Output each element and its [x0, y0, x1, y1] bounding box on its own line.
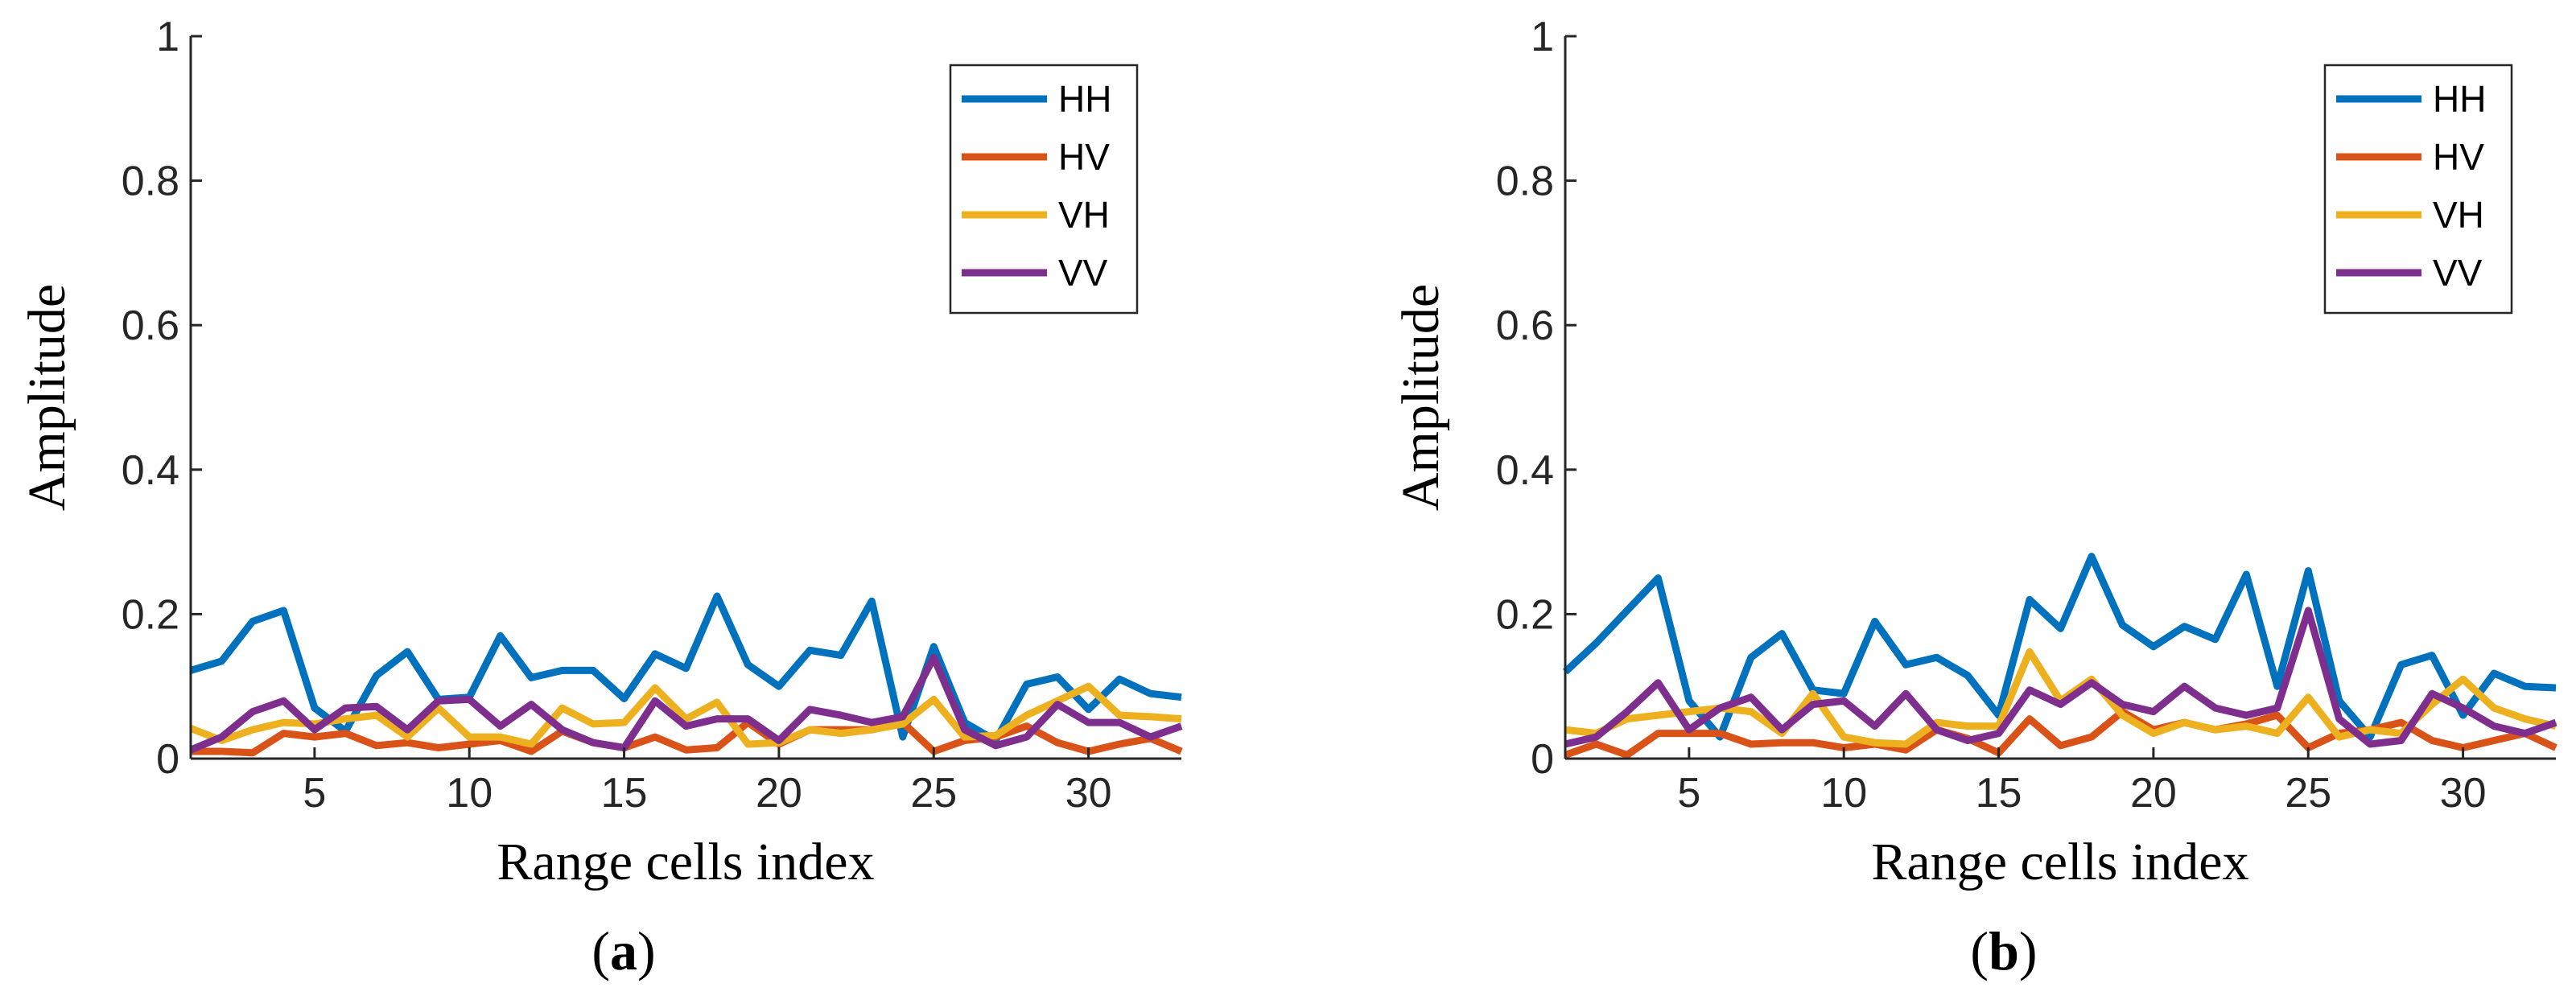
x-tick-label: 20	[2130, 770, 2177, 817]
x-tick-label: 5	[303, 770, 326, 817]
x-axis-label: Range cells index	[1871, 833, 2248, 891]
ticks: 5 10 15 20 25 30 0 0.2 0.4 0.6 0.8 1	[122, 14, 1112, 817]
axes	[1564, 36, 2556, 760]
y-tick-label: 0.4	[1496, 447, 1554, 494]
legend-label-hh: HH	[2433, 78, 2486, 120]
chart-panel-b: 5 10 15 20 25 30 0 0.2 0.4 0.6 0.8 1 Range cells in…	[1391, 14, 2557, 981]
series-line-hv	[1564, 708, 2557, 759]
series-lines	[189, 592, 1183, 757]
legend-label-vv: VV	[1058, 252, 1108, 294]
y-tick-label: 0.4	[122, 447, 179, 494]
legend-label-hv: HV	[2433, 136, 2484, 178]
y-tick-label: 0.6	[1496, 302, 1554, 349]
y-tick-label: 1	[1531, 14, 1554, 60]
x-tick-label: 30	[1065, 770, 1112, 817]
series-lines	[1562, 553, 2557, 759]
y-tick-label: 0	[1531, 736, 1554, 783]
panel-label-a: (a)	[591, 920, 655, 981]
legend-label-hv: HV	[1058, 136, 1110, 178]
y-tick-label: 0.2	[122, 591, 179, 638]
x-tick-label: 15	[601, 770, 648, 817]
legend-label-hh: HH	[1058, 78, 1111, 120]
y-axis-label: Amplitude	[1391, 284, 1450, 511]
x-tick-label: 5	[1677, 770, 1700, 817]
legend-label-vh: VH	[2433, 194, 2484, 236]
y-tick-label: 1	[156, 14, 179, 60]
legend-label-vv: VV	[2433, 252, 2483, 294]
x-tick-label: 15	[1976, 770, 2022, 817]
series-line-hv	[191, 718, 1183, 757]
series-line-vh	[189, 682, 1182, 748]
legend: HH HV VH VV	[949, 64, 1139, 315]
series-line-vv	[189, 653, 1183, 754]
y-tick-label: 0.8	[122, 158, 179, 205]
x-tick-label: 25	[910, 770, 957, 817]
x-tick-label: 30	[2440, 770, 2487, 817]
x-tick-label: 20	[756, 770, 802, 817]
y-axis-label: Amplitude	[18, 284, 76, 511]
x-tick-label: 10	[1820, 770, 1867, 817]
legend: HH HV VH VV	[2323, 64, 2513, 315]
legend-label-vh: VH	[1058, 194, 1110, 236]
y-tick-label: 0.8	[1496, 158, 1554, 205]
x-axis-label: Range cells index	[497, 833, 874, 891]
axes	[189, 36, 1181, 760]
panel-label-b: (b)	[1970, 920, 2037, 981]
series-line-vv	[1564, 607, 2557, 748]
chart-panel-a: 5 10 15 20 25 30 0 0.2 0.4 0.6 0.8 1 Range cells in…	[18, 14, 1183, 981]
y-tick-label: 0.6	[122, 302, 179, 349]
x-tick-label: 10	[446, 770, 493, 817]
y-tick-label: 0.2	[1496, 591, 1554, 638]
ticks: 5 10 15 20 25 30 0 0.2 0.4 0.6 0.8 1	[1496, 14, 2487, 817]
series-line-hh	[189, 592, 1182, 744]
y-tick-label: 0	[156, 736, 179, 783]
x-tick-label: 25	[2285, 770, 2331, 817]
